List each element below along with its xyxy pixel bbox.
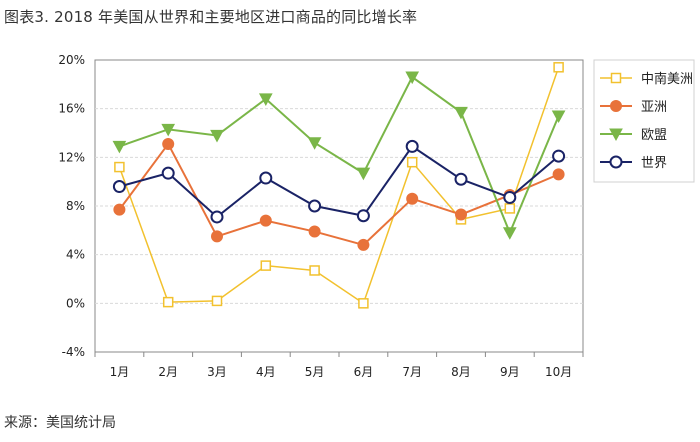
data-point bbox=[405, 139, 419, 153]
series-line bbox=[119, 145, 560, 219]
series-4 bbox=[112, 139, 566, 224]
data-point bbox=[553, 62, 564, 73]
data-point bbox=[112, 140, 127, 154]
data-point bbox=[114, 161, 125, 173]
x-tick-label: 5月 bbox=[305, 365, 325, 379]
data-point bbox=[552, 149, 566, 163]
data-point bbox=[309, 265, 320, 276]
data-point bbox=[112, 180, 126, 194]
legend-marker bbox=[609, 155, 623, 169]
data-point bbox=[210, 210, 224, 224]
x-tick-label: 6月 bbox=[354, 365, 374, 379]
data-point bbox=[308, 199, 322, 213]
data-point bbox=[113, 203, 126, 216]
y-tick-label: 12% bbox=[58, 150, 85, 164]
data-point bbox=[162, 296, 174, 308]
y-axis: -4% 0% 4% 8% 12% 16% 20% bbox=[58, 53, 85, 359]
data-point bbox=[503, 190, 517, 204]
data-point bbox=[454, 172, 468, 186]
data-point bbox=[454, 106, 468, 120]
x-tick-label: 8月 bbox=[451, 365, 471, 379]
data-point bbox=[210, 129, 224, 143]
data-point bbox=[357, 238, 370, 251]
data-point bbox=[258, 93, 273, 106]
series-line bbox=[118, 67, 560, 305]
data-point bbox=[551, 110, 566, 124]
legend-item: 中南美洲 bbox=[600, 71, 693, 87]
data-point bbox=[356, 209, 370, 223]
data-point bbox=[406, 156, 418, 168]
data-point bbox=[552, 168, 565, 181]
data-point bbox=[356, 167, 371, 181]
x-tick-label: 3月 bbox=[207, 365, 227, 379]
series-layer bbox=[112, 62, 566, 309]
legend-item: 欧盟 bbox=[600, 128, 667, 143]
data-point bbox=[259, 214, 272, 227]
legend-label: 欧盟 bbox=[641, 128, 667, 143]
x-tick-label: 1月 bbox=[110, 365, 130, 379]
x-tick-label: 10月 bbox=[545, 365, 572, 379]
data-point bbox=[406, 192, 419, 205]
legend-label: 中南美洲 bbox=[641, 71, 693, 87]
chart-title: 图表3. 2018 年美国从世界和主要地区进口商品的同比增长率 bbox=[4, 8, 418, 26]
y-tick-label: 0% bbox=[66, 296, 85, 310]
legend-item: 世界 bbox=[600, 155, 667, 171]
data-point bbox=[211, 230, 223, 243]
data-point bbox=[211, 295, 223, 307]
legend-marker bbox=[610, 100, 622, 112]
y-tick-label: 20% bbox=[58, 53, 85, 67]
data-point bbox=[307, 137, 322, 150]
data-point bbox=[504, 203, 516, 214]
data-point bbox=[162, 137, 175, 150]
y-tick-label: 16% bbox=[58, 102, 85, 116]
x-tick-label: 9月 bbox=[500, 365, 520, 379]
data-point bbox=[502, 227, 517, 240]
data-point bbox=[405, 71, 420, 85]
series-2 bbox=[113, 137, 565, 251]
series-3 bbox=[112, 71, 566, 240]
legend-marker bbox=[610, 72, 622, 84]
x-axis: 1月 2月 3月 4月 5月 6月 7月 8月 9月 10月 bbox=[94, 352, 584, 379]
data-point bbox=[161, 123, 176, 137]
legend-label: 亚洲 bbox=[641, 100, 667, 115]
data-point bbox=[260, 260, 272, 271]
data-point bbox=[455, 208, 467, 221]
y-tick-label: 4% bbox=[66, 248, 85, 262]
y-tick-label: 8% bbox=[66, 199, 85, 213]
legend-item: 亚洲 bbox=[600, 100, 667, 115]
data-point bbox=[161, 166, 175, 180]
y-tick-label: -4% bbox=[62, 345, 85, 359]
data-point bbox=[358, 298, 369, 309]
x-tick-label: 4月 bbox=[256, 365, 276, 379]
legend-label: 世界 bbox=[641, 156, 667, 171]
data-point bbox=[259, 171, 273, 185]
source-note: 来源：美国统计局 bbox=[4, 415, 116, 431]
legend-marker bbox=[609, 128, 623, 142]
x-tick-label: 2月 bbox=[158, 365, 178, 379]
data-point bbox=[308, 225, 321, 238]
series-line bbox=[118, 142, 559, 247]
series-line bbox=[119, 75, 560, 236]
x-tick-label: 7月 bbox=[402, 365, 422, 379]
